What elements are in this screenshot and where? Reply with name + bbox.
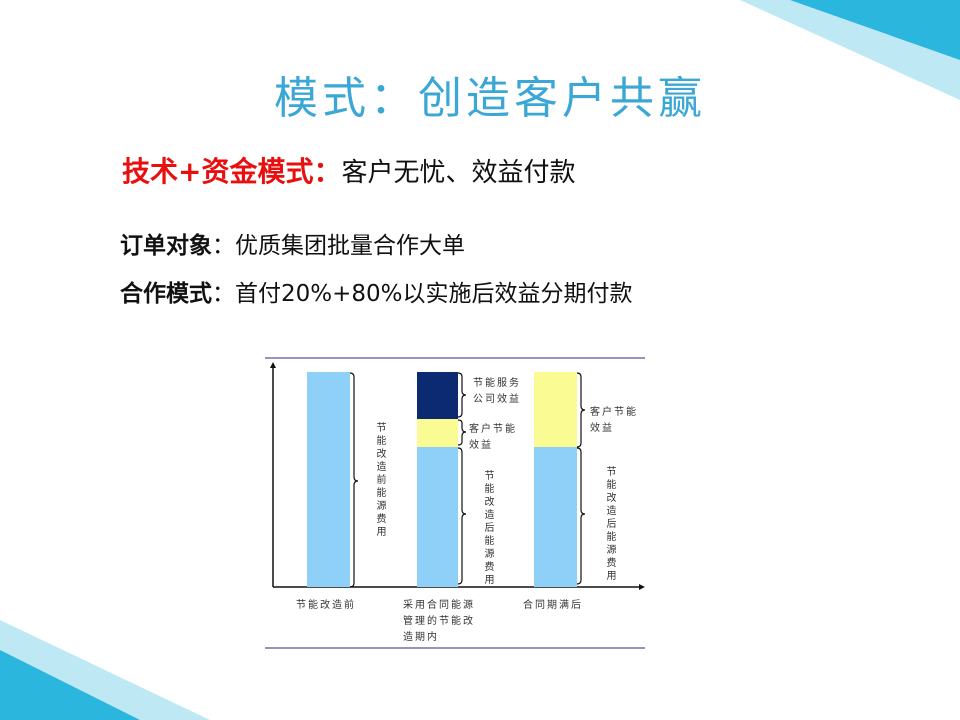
category-label-after: 合同期满后 bbox=[523, 600, 583, 611]
brace-cost-during bbox=[457, 447, 467, 585]
slide-title: 模式：创造客户共赢 bbox=[274, 73, 706, 124]
point-label: 订单对象 bbox=[120, 233, 212, 259]
brace-client-after bbox=[576, 372, 586, 448]
headline-emphasis: 技术+资金模式： bbox=[122, 155, 342, 188]
x-axis-arrow bbox=[639, 584, 645, 590]
label-before-cost: 节能改造前能源费用 bbox=[374, 422, 385, 539]
label-after-cost-during: 节能改造后能源费用 bbox=[482, 470, 493, 587]
point-order-target: 订单对象：优质集团批量合作大单 bbox=[120, 226, 465, 260]
label-client-benefit-during: 客户节能效益 bbox=[469, 424, 517, 451]
label-esco-benefit: 节能服务公司效益 bbox=[473, 378, 521, 405]
point-sep: ： bbox=[212, 281, 235, 307]
brace-cost-after bbox=[576, 447, 586, 585]
point-text: 优质集团批量合作大单 bbox=[235, 233, 465, 259]
bar-before-energy-cost bbox=[307, 372, 350, 587]
headline: 技术+资金模式：客户无忧、效益付款 bbox=[122, 150, 575, 190]
bar-after-client-benefit bbox=[534, 372, 577, 447]
bar-during-client-benefit bbox=[417, 419, 458, 447]
label-after-cost-after: 节能改造后能源费用 bbox=[604, 466, 615, 583]
corner-decoration-top-right-dark bbox=[790, 0, 960, 60]
point-sep: ： bbox=[212, 233, 235, 259]
category-label-during: 采用合同能源管理的节能改造期内 bbox=[403, 600, 475, 643]
bar-during-esco-benefit bbox=[417, 372, 458, 419]
bar-after-energy-cost bbox=[534, 447, 577, 587]
point-cooperation-mode: 合作模式：首付20%+80%以实施后效益分期付款 bbox=[120, 274, 633, 308]
brace-before bbox=[349, 372, 359, 588]
brace-client-during bbox=[457, 419, 467, 446]
headline-text: 客户无忧、效益付款 bbox=[341, 158, 576, 188]
bar-during-energy-cost bbox=[417, 447, 458, 587]
y-axis-arrow bbox=[270, 362, 276, 368]
corner-decoration-bottom-left-dark bbox=[0, 650, 140, 720]
point-label: 合作模式 bbox=[120, 281, 212, 307]
point-text: 首付20%+80%以实施后效益分期付款 bbox=[235, 281, 633, 307]
brace-esco bbox=[457, 372, 467, 418]
category-label-before: 节能改造前 bbox=[296, 600, 356, 611]
label-client-benefit-after: 客户节能效益 bbox=[590, 407, 638, 434]
